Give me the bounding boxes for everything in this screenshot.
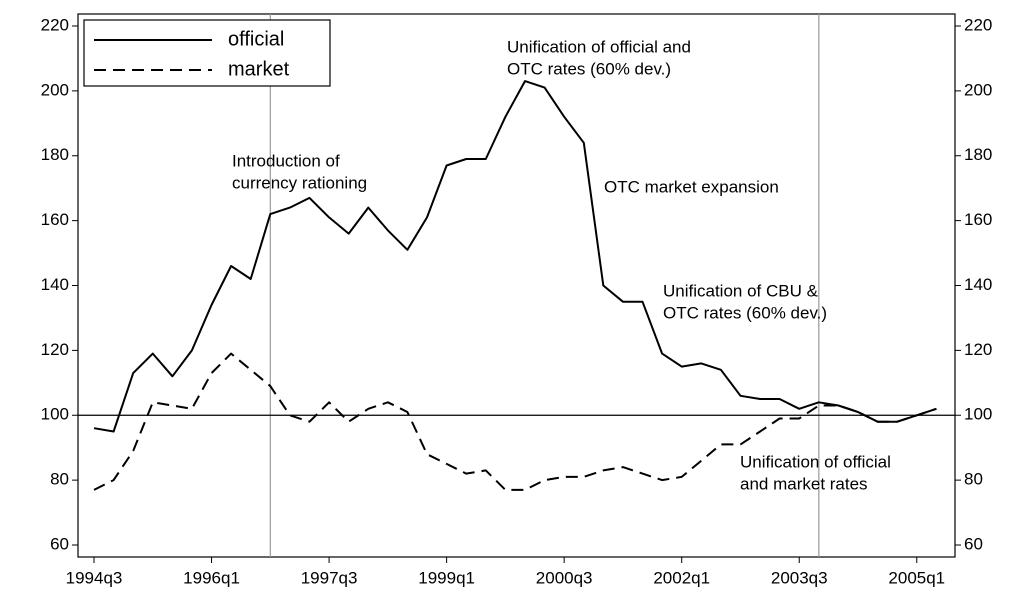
annotation: currency rationing [232, 173, 367, 192]
x-tick-label: 1997q3 [301, 568, 358, 587]
y-tick-label: 140 [41, 275, 69, 294]
annotation: Introduction of [232, 151, 340, 170]
y-tick-label: 120 [41, 340, 69, 359]
y2-tick-label: 80 [964, 470, 983, 489]
y2-tick-label: 100 [964, 405, 992, 424]
annotation: Unification of official [740, 452, 891, 471]
x-tick-label: 2000q3 [536, 568, 593, 587]
series-line [93, 352, 937, 491]
y-tick-label: 160 [41, 210, 69, 229]
annotation: and market rates [740, 474, 868, 493]
x-tick-label: 1999q1 [418, 568, 475, 587]
y2-tick-label: 140 [964, 275, 992, 294]
y-tick-label: 100 [41, 405, 69, 424]
y2-tick-label: 180 [964, 145, 992, 164]
y-tick-label: 200 [41, 80, 69, 99]
y2-tick-label: 120 [964, 340, 992, 359]
annotation: OTC rates (60% dev.) [663, 303, 827, 322]
y2-tick-label: 220 [964, 15, 992, 34]
annotation: Unification of CBU & [663, 281, 819, 300]
y-tick-label: 80 [50, 470, 69, 489]
annotation: OTC rates (60% dev.) [507, 59, 671, 78]
x-tick-label: 2005q1 [888, 568, 945, 587]
legend-label: market [228, 58, 290, 80]
series-line [93, 80, 937, 433]
y-tick-label: 220 [41, 15, 69, 34]
y2-tick-label: 200 [964, 80, 992, 99]
legend-box [83, 19, 331, 87]
annotation: Unification of official and [507, 37, 691, 56]
x-tick-label: 2003q3 [771, 568, 828, 587]
x-tick-label: 2002q1 [653, 568, 710, 587]
annotation: OTC market expansion [604, 177, 779, 196]
x-tick-label: 1996q1 [183, 568, 240, 587]
y-tick-label: 180 [41, 145, 69, 164]
legend-label: official [228, 28, 284, 50]
y2-tick-label: 60 [964, 534, 983, 553]
x-tick-label: 1994q3 [66, 568, 123, 587]
y2-tick-label: 160 [964, 210, 992, 229]
y-tick-label: 60 [50, 534, 69, 553]
